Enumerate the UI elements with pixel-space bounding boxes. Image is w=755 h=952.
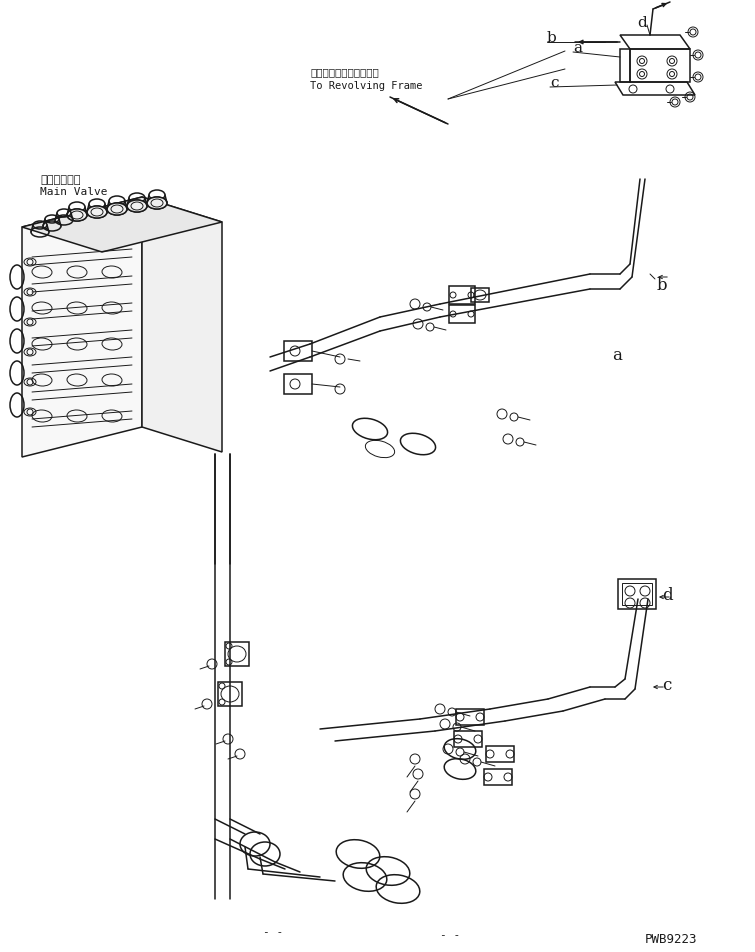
Polygon shape [22, 198, 142, 458]
Text: c: c [662, 676, 671, 693]
Bar [454, 731, 482, 747]
Text: b: b [657, 276, 667, 293]
Ellipse shape [67, 209, 87, 222]
Text: Main Valve: Main Valve [40, 187, 107, 197]
Bar [622, 584, 652, 605]
Bar [284, 342, 312, 362]
Text: PWB9223: PWB9223 [645, 933, 698, 945]
Text: a: a [612, 347, 622, 363]
Text: b: b [547, 31, 556, 45]
Ellipse shape [87, 207, 107, 219]
Text: d: d [637, 16, 647, 30]
Text: a: a [573, 41, 582, 55]
Ellipse shape [127, 201, 147, 213]
Text: To Revolving Frame: To Revolving Frame [310, 81, 423, 90]
Polygon shape [22, 198, 222, 252]
Bar [225, 643, 249, 666]
Ellipse shape [147, 198, 167, 209]
Text: レボルビングフレームヘ: レボルビングフレームヘ [310, 67, 379, 77]
Bar [484, 769, 512, 785]
Text: メインバルブ: メインバルブ [40, 175, 81, 185]
Bar [449, 287, 475, 305]
Bar [486, 746, 514, 763]
Ellipse shape [107, 204, 127, 216]
Polygon shape [142, 198, 222, 452]
Bar [456, 709, 484, 725]
Bar [471, 288, 489, 303]
Bar [618, 580, 656, 609]
Bar [218, 683, 242, 706]
Bar [284, 374, 312, 394]
Text: - -: - - [440, 929, 461, 939]
Text: d: d [662, 585, 673, 603]
Text: - -: - - [263, 926, 283, 936]
Bar [449, 306, 475, 324]
Text: c: c [550, 76, 559, 89]
